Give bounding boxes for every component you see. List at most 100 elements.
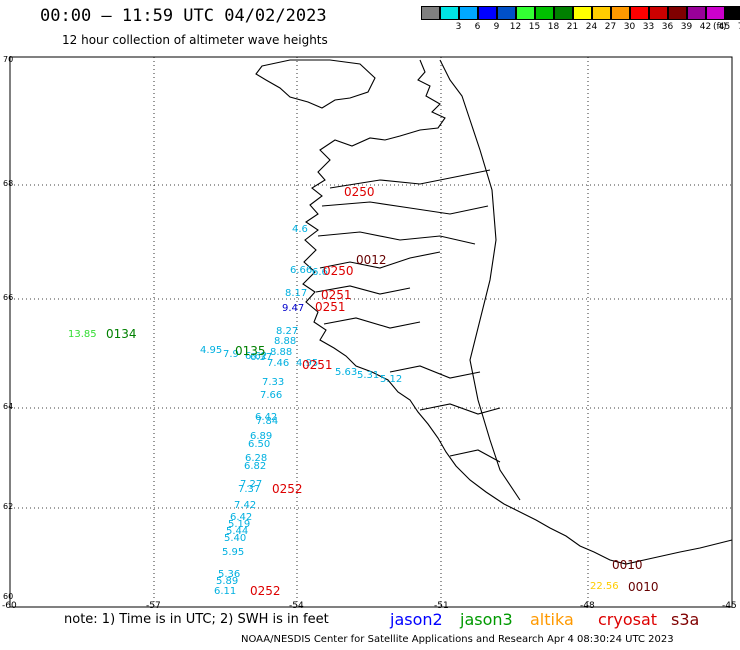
scale-swatch [630,6,649,20]
wave-height-value: 4.95 [200,345,222,356]
graticule [10,57,732,607]
scale-tick-label: 3 [455,22,462,32]
scale-swatch [687,6,706,20]
wave-height-value: 7.46 [267,358,289,369]
fjord-2 [321,201,489,215]
pass-time-label: 0252 [272,482,303,496]
wave-height-value: 6.89 [250,431,272,442]
footer-note: note: 1) Time is in UTC; 2) SWH is in fe… [64,612,329,627]
scale-swatch [668,6,687,20]
longitude-label: -45 [722,601,737,611]
fjord-5 [315,285,411,295]
wave-height-value: 6.42 [230,512,252,523]
scale-swatch [649,6,668,20]
pass-time-label: 0010 [628,580,659,594]
scale-tick-label: 27 [604,22,617,32]
wave-height-value: 9.47 [282,303,304,314]
inland-ice-edge [439,59,521,501]
wave-height-value: 4.6 [292,224,308,235]
scale-tick-label: 21 [566,22,579,32]
scale-swatch [516,6,535,20]
scale-swatch [725,6,740,20]
scale-swatch [611,6,630,20]
wave-height-value: 5.44 [226,526,248,537]
wave-height-value: 7.9 [223,349,239,360]
footer-credit: NOAA/NESDIS Center for Satellite Applica… [241,634,674,645]
longitude-label: -60 [2,601,17,611]
pass-time-label: 0251 [321,288,352,302]
fjord-7 [389,365,481,379]
satellite-legend-jason3: jason3 [460,610,513,629]
wave-height-value: 5.12 [380,374,402,385]
scale-tick-label: 15 [528,22,541,32]
latitude-label: 60 [3,592,14,601]
wave-height-value: 5.89 [216,576,238,587]
wave-height-value: 13.85 [68,329,97,340]
wave-height-value: 5.95 [222,547,244,558]
pass-time-label: 0134 [106,327,137,341]
scale-unit-label: (ft) [713,22,727,32]
wave-height-value: 7.66 [260,390,282,401]
scale-swatch [497,6,516,20]
scale-swatch [421,6,440,20]
wave-height-value: 5.40 [224,533,246,544]
wave-height-value: 6.11 [214,586,236,597]
wave-height-value: 6.6 [312,267,328,278]
latitude-label: 64 [3,402,14,411]
scale-tick-label: 42 [699,22,712,32]
wave-height-value: 6.37 [250,352,272,363]
satellite-legend-altika: altika [530,610,574,629]
pass-time-label: 0010 [612,558,643,572]
map-title: 00:00 – 11:59 UTC 04/02/2023 [40,6,327,26]
altimeter-observations: 13.859.474.95 7.9 6.626.66 6.66.378.178.278… [68,185,659,598]
latitude-label: 70 [3,55,14,64]
wave-height-value: 7.33 [262,377,284,388]
scale-tick-label: 12 [509,22,522,32]
longitude-label: -48 [580,601,595,611]
scale-tick-label: 6 [474,22,481,32]
scale-tick-label: 45 [718,22,731,32]
fjord-1 [329,169,491,189]
scale-swatch [706,6,725,20]
wave-height-value: 8.17 [285,288,307,299]
fjord-9 [449,449,501,463]
pass-time-label: 0252 [250,584,281,598]
wave-height-value: 6.50 [248,439,270,450]
longitude-label: -57 [146,601,161,611]
scale-swatch [535,6,554,20]
latitude-label: 62 [3,502,14,511]
pass-time-label: 0250 [323,264,354,278]
pass-time-label: 0251 [315,300,346,314]
satellite-legend-jason2: jason2 [390,610,443,629]
fjord-4 [319,251,441,269]
coastline-north [302,59,733,565]
wave-height-value: 6.28 [245,453,267,464]
wave-height-value: 5.19 [228,519,250,530]
satellite-legend-s3a: s3a [671,610,700,629]
scale-swatch [592,6,611,20]
wave-height-value: 6.42 [255,412,277,423]
scale-swatch [554,6,573,20]
scale-swatch [573,6,592,20]
longitude-label: -51 [434,601,449,611]
pass-time-label: 0251 [302,358,333,372]
wave-height-value: 7.27 [240,479,262,490]
disko-island-outline [255,59,376,109]
scale-swatch [440,6,459,20]
wave-height-value: 7.84 [256,416,278,427]
scale-tick-label: 9 [493,22,500,32]
wave-height-value: 8.88 [270,347,292,358]
coastline [255,59,733,565]
wave-height-value: 5.63 [335,367,357,378]
wave-height-value: 5.31 [357,370,379,381]
scale-tick-label: 36 [661,22,674,32]
latitude-label: 66 [3,293,14,302]
scale-tick-label: 18 [547,22,560,32]
fjord-8 [419,403,501,415]
wave-height-value: 5.36 [218,569,240,580]
longitude-label: -54 [289,601,304,611]
wave-height-value: 7.37 [238,484,260,495]
pass-time-label: 0135 [235,344,266,358]
wave-height-value: 6.66 [290,265,312,276]
